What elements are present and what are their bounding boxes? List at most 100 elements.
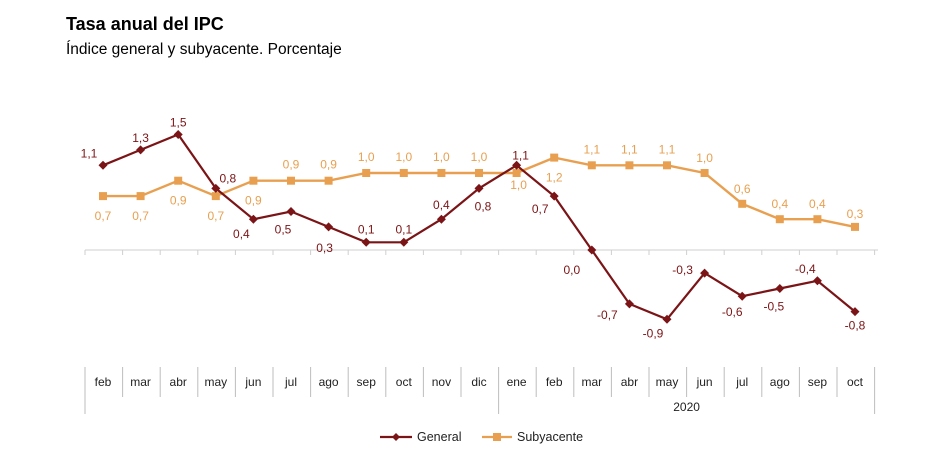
data-point-general [173, 130, 183, 139]
chart-legend: General Subyacente [380, 430, 583, 444]
data-label-general: 1,1 [512, 148, 529, 162]
data-point-general [775, 284, 785, 293]
data-point-general [211, 183, 221, 193]
x-tick-label: abr [621, 375, 638, 389]
data-point-subyacente [136, 192, 145, 201]
x-tick-label: jul [284, 375, 297, 389]
x-tick-label: jul [735, 375, 748, 389]
x-tick-label: feb [95, 375, 112, 389]
data-label-subyacente: 1,0 [395, 150, 412, 164]
data-label-subyacente: 0,9 [170, 194, 187, 208]
data-label-general: 0,3 [316, 241, 333, 255]
data-label-general: 0,5 [275, 223, 292, 237]
data-label-subyacente: 0,4 [809, 197, 826, 211]
x-tick-label: nov [432, 375, 451, 389]
data-point-subyacente [851, 222, 859, 231]
data-point-subyacente [324, 176, 333, 185]
data-label-general: 1,3 [132, 131, 149, 145]
data-point-subyacente [475, 169, 483, 177]
data-label-general: 0,1 [395, 222, 412, 236]
data-label-general: 0,4 [233, 227, 250, 241]
data-label-general: -0,3 [672, 263, 693, 277]
data-label-general: 1,5 [170, 116, 187, 130]
data-label-subyacente: 0,7 [132, 209, 149, 223]
data-label-subyacente: 0,6 [734, 182, 751, 196]
x-tick-label: sep [808, 375, 828, 389]
data-point-subyacente [99, 192, 107, 201]
data-point-general [512, 160, 522, 170]
x-tick-label: ago [319, 375, 339, 389]
data-point-general [737, 291, 747, 301]
chart-axes [84, 249, 878, 255]
data-point-general [361, 237, 371, 247]
data-label-general: 0,4 [433, 198, 450, 212]
data-label-subyacente: 0,9 [320, 158, 337, 172]
data-label-general: 0,1 [358, 222, 375, 236]
data-point-subyacente [512, 169, 521, 177]
data-point-subyacente [437, 169, 446, 177]
legend-label-subyacente: Subyacente [517, 430, 583, 444]
data-point-subyacente [287, 176, 295, 185]
data-label-subyacente: 0,9 [245, 194, 262, 208]
chart-lines [98, 130, 860, 324]
data-point-general [624, 299, 634, 309]
legend-marker-general [392, 433, 400, 441]
x-tick-label: mar [581, 375, 602, 389]
x-tick-label: sep [357, 375, 377, 389]
data-point-general [549, 191, 559, 201]
data-point-general [662, 314, 672, 324]
chart-data-labels: 1,1 1,3 1,5 0,8 0,4 0,5 0,3 0,1 0,1 0,4 0,8 1,1 0,7 0… [81, 116, 866, 341]
data-point-general [436, 214, 446, 224]
data-label-subyacente: 0,9 [283, 158, 300, 172]
data-label-subyacente: 0,7 [207, 209, 224, 223]
data-label-general: 1,1 [81, 146, 98, 160]
data-label-subyacente: 1,0 [433, 150, 450, 164]
x-axis: feb mar abr may jun jul ago sep oct nov dic ene feb m… [84, 367, 876, 414]
data-point-general [286, 207, 296, 216]
data-label-general: -0,7 [597, 308, 618, 322]
data-point-subyacente [663, 161, 671, 170]
data-label-general: -0,4 [795, 262, 816, 276]
x-tick-label: jun [244, 375, 261, 389]
data-point-subyacente [813, 215, 822, 224]
data-label-subyacente: 1,0 [471, 150, 488, 164]
x-tick-label: may [656, 375, 679, 389]
data-point-subyacente [738, 199, 747, 208]
data-point-subyacente [550, 153, 559, 162]
x-tick-label: ago [770, 375, 790, 389]
data-point-general [248, 214, 258, 224]
legend-label-general: General [417, 430, 461, 444]
data-point-general [850, 307, 860, 317]
data-point-general [98, 160, 108, 170]
data-point-subyacente [362, 169, 371, 177]
data-label-subyacente: 1,0 [510, 178, 527, 192]
data-label-subyacente: 1,1 [621, 142, 638, 156]
x-tick-label: ene [507, 375, 527, 389]
x-tick-label: oct [396, 375, 413, 389]
data-label-general: 0,8 [219, 171, 236, 185]
data-label-subyacente: 1,0 [358, 150, 375, 164]
data-point-subyacente [211, 192, 220, 201]
data-label-general: 0,8 [475, 199, 492, 213]
x-tick-label: feb [546, 375, 563, 389]
data-point-general [587, 245, 597, 255]
x-tick-label: jun [696, 375, 713, 389]
data-point-subyacente [587, 161, 596, 170]
data-point-general [399, 237, 409, 247]
data-label-subyacente: 1,2 [546, 171, 563, 185]
data-label-subyacente: 0,4 [771, 197, 788, 211]
data-point-subyacente [174, 176, 183, 185]
data-label-general: -0,9 [643, 326, 664, 340]
data-point-general [812, 276, 822, 286]
x-tick-label: dic [471, 375, 486, 389]
data-label-subyacente: 0,3 [847, 207, 864, 221]
x-tick-label: abr [170, 375, 187, 389]
legend-marker-subyacente [493, 433, 501, 441]
data-label-general: 0,7 [532, 202, 549, 216]
x-tick-label: oct [847, 375, 864, 389]
data-point-subyacente [249, 176, 258, 185]
data-label-general: -0,6 [722, 305, 743, 319]
data-point-subyacente [700, 169, 709, 177]
data-label-subyacente: 1,0 [696, 151, 713, 165]
